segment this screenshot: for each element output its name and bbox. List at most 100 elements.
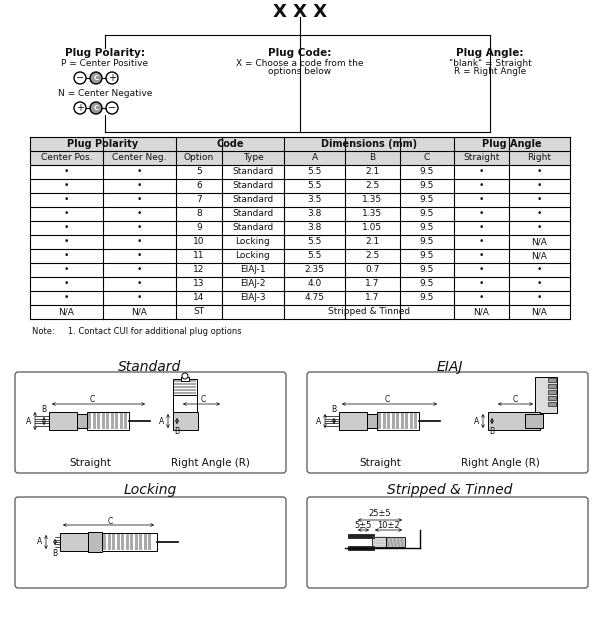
Text: Straight: Straight — [359, 458, 401, 468]
Text: •: • — [137, 265, 142, 274]
Text: •: • — [479, 252, 484, 260]
Bar — [548, 378, 556, 382]
Text: •: • — [537, 265, 542, 274]
Text: •: • — [537, 279, 542, 289]
Text: •: • — [64, 252, 69, 260]
Bar — [101, 413, 104, 429]
Text: Right Angle (R): Right Angle (R) — [170, 458, 250, 468]
Bar — [409, 413, 413, 429]
Text: 9.5: 9.5 — [420, 252, 434, 260]
Text: 9.5: 9.5 — [420, 209, 434, 218]
Bar — [49, 412, 77, 430]
Bar — [414, 413, 417, 429]
Text: •: • — [537, 182, 542, 191]
Text: R = Right Angle: R = Right Angle — [454, 67, 526, 77]
Text: A: A — [26, 416, 31, 425]
Text: •: • — [137, 209, 142, 218]
Text: A: A — [159, 416, 164, 425]
Text: Standard: Standard — [232, 196, 274, 204]
Circle shape — [90, 72, 102, 84]
Text: 5.5: 5.5 — [307, 182, 322, 191]
Text: B: B — [175, 428, 179, 437]
Text: 7: 7 — [196, 196, 202, 204]
Text: 3.5: 3.5 — [307, 196, 322, 204]
Text: Locking: Locking — [124, 483, 176, 497]
Text: 9.5: 9.5 — [420, 167, 434, 177]
Text: B: B — [41, 404, 47, 413]
Text: ST: ST — [193, 308, 205, 316]
Text: 10: 10 — [193, 238, 205, 247]
Text: options below: options below — [268, 67, 332, 77]
Text: •: • — [479, 223, 484, 233]
Text: A: A — [316, 416, 321, 425]
Text: 4.0: 4.0 — [307, 279, 322, 289]
Bar — [401, 413, 404, 429]
Text: 3.8: 3.8 — [307, 223, 322, 233]
Text: 5.5: 5.5 — [307, 252, 322, 260]
Bar — [367, 414, 377, 428]
Text: 9: 9 — [196, 223, 202, 233]
Text: •: • — [137, 252, 142, 260]
Text: EIAJ-3: EIAJ-3 — [240, 294, 266, 303]
Bar — [116, 534, 119, 550]
Text: 9.5: 9.5 — [420, 196, 434, 204]
Text: 9.5: 9.5 — [420, 294, 434, 303]
Text: Plug Polarity:: Plug Polarity: — [65, 48, 145, 58]
Text: X X X: X X X — [273, 3, 327, 21]
Bar — [115, 413, 118, 429]
Text: Straight: Straight — [69, 458, 111, 468]
Bar — [121, 534, 124, 550]
Bar — [383, 413, 386, 429]
Bar — [174, 383, 196, 385]
Text: C: C — [424, 153, 430, 162]
Bar — [125, 534, 128, 550]
Text: B: B — [331, 406, 337, 415]
Text: 2.1: 2.1 — [365, 238, 380, 247]
Bar — [372, 537, 386, 547]
Text: N = Center Negative: N = Center Negative — [58, 89, 152, 97]
Bar — [488, 412, 540, 430]
Text: Plug Angle: Plug Angle — [482, 139, 542, 149]
Text: Standard: Standard — [232, 223, 274, 233]
Text: Plug Angle:: Plug Angle: — [456, 48, 524, 58]
Text: N/A: N/A — [532, 308, 547, 316]
Text: •: • — [137, 196, 142, 204]
Text: C: C — [94, 75, 98, 81]
Circle shape — [182, 373, 188, 379]
Text: •: • — [64, 209, 69, 218]
Text: A: A — [311, 153, 317, 162]
Text: •: • — [479, 279, 484, 289]
Text: A: A — [474, 416, 479, 425]
Text: C: C — [385, 396, 389, 404]
Bar — [181, 377, 189, 381]
Text: 9.5: 9.5 — [420, 182, 434, 191]
Text: 5.5: 5.5 — [307, 238, 322, 247]
Bar — [386, 537, 405, 547]
Text: C: C — [107, 516, 113, 525]
Bar — [535, 377, 557, 413]
Text: 14: 14 — [193, 294, 205, 303]
Text: C: C — [512, 396, 518, 404]
Bar — [30, 137, 570, 165]
Text: •: • — [537, 196, 542, 204]
Text: Dimensions (mm): Dimensions (mm) — [321, 139, 417, 149]
Bar — [77, 414, 87, 428]
Text: −: − — [108, 103, 116, 113]
Text: +: + — [76, 103, 84, 113]
Bar — [174, 386, 196, 388]
Text: •: • — [64, 182, 69, 191]
Text: "blank" = Straight: "blank" = Straight — [449, 58, 532, 67]
Bar — [139, 534, 142, 550]
Bar — [143, 534, 146, 550]
Text: •: • — [537, 209, 542, 218]
Bar — [174, 389, 196, 391]
Text: +: + — [108, 73, 116, 83]
Text: •: • — [479, 265, 484, 274]
Text: Locking: Locking — [236, 238, 271, 247]
Bar — [97, 413, 100, 429]
Text: 2.5: 2.5 — [365, 252, 380, 260]
Text: C: C — [89, 396, 95, 404]
Text: 1.7: 1.7 — [365, 294, 380, 303]
Text: Stripped & Tinned: Stripped & Tinned — [388, 483, 512, 497]
Text: Locking: Locking — [236, 252, 271, 260]
